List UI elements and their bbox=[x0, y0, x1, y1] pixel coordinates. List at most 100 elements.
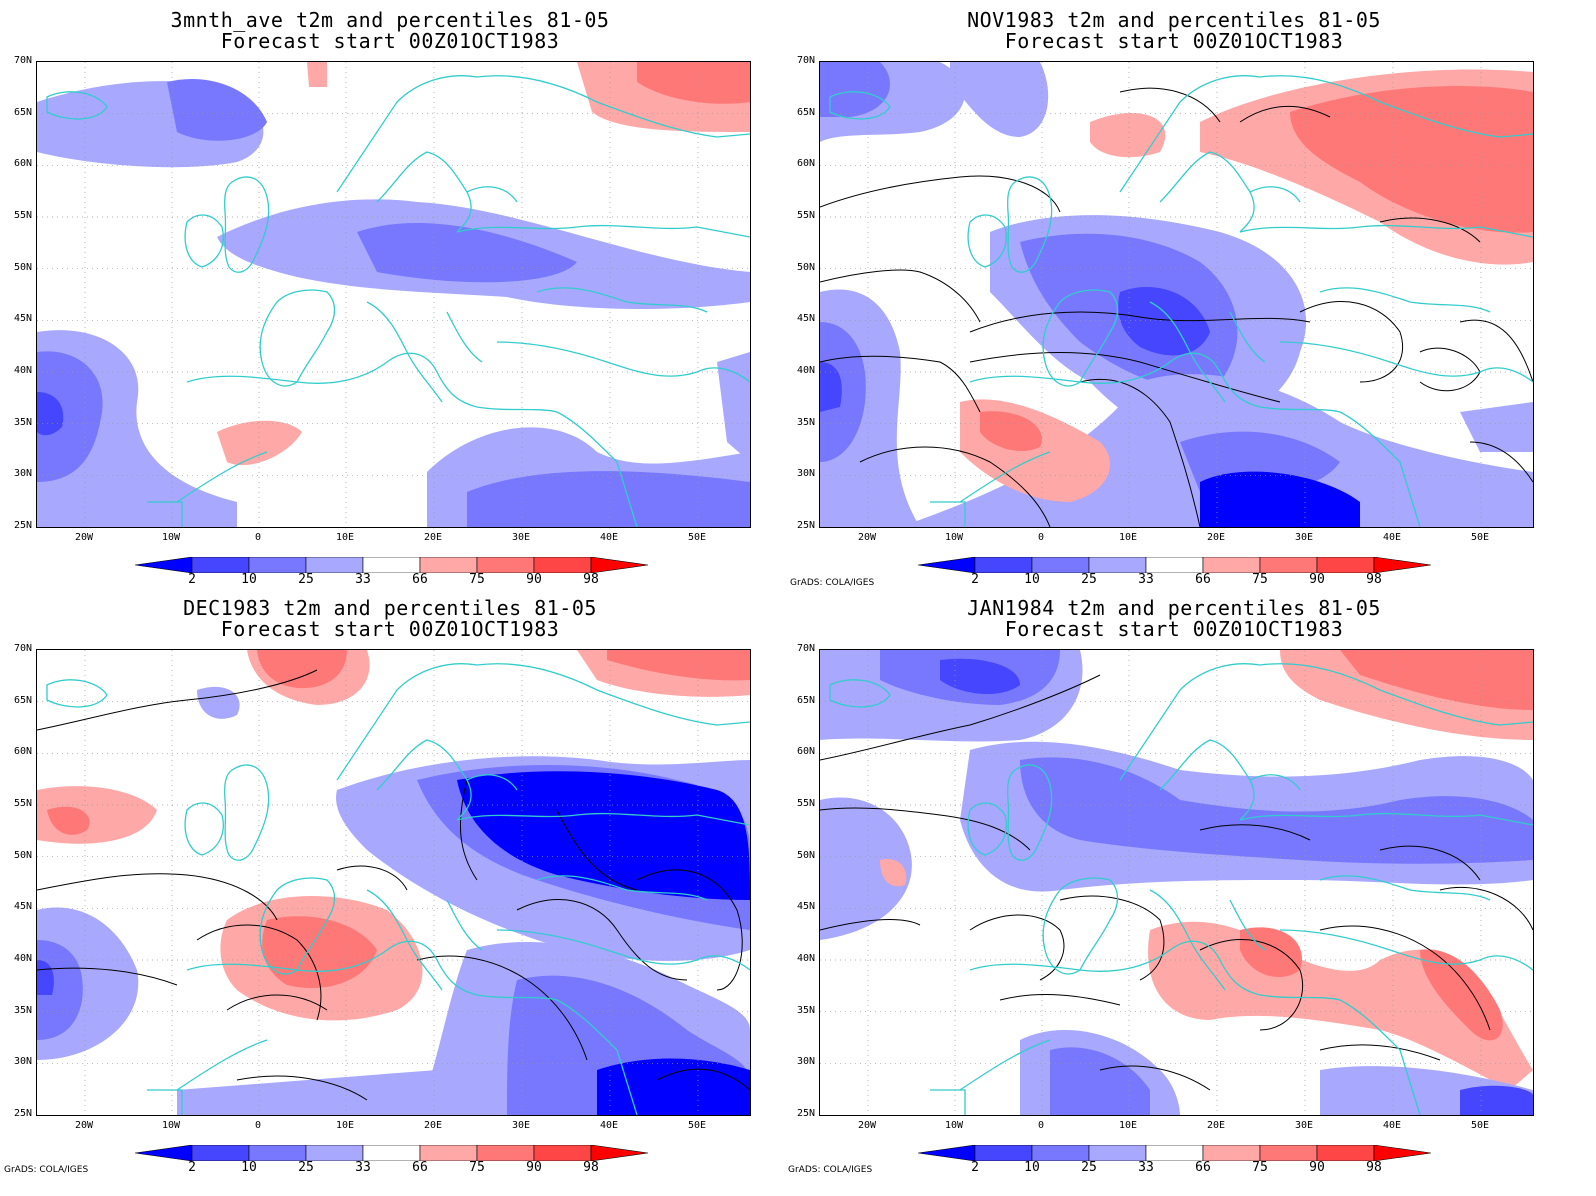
colorbar-segment bbox=[476, 1145, 535, 1161]
percentile-shading bbox=[1420, 949, 1503, 1041]
colorbar-segment bbox=[135, 1145, 193, 1161]
colorbar bbox=[918, 557, 1432, 573]
percentile-shading bbox=[880, 859, 907, 887]
lat-tick-label: 50N bbox=[13, 849, 32, 861]
colorbar-segment bbox=[1088, 557, 1147, 573]
lat-tick-label: 65N bbox=[796, 106, 815, 118]
panel-title-line2: Forecast start 00Z01OCT1983 bbox=[220, 617, 560, 641]
colorbar-label: 25 bbox=[1081, 1160, 1097, 1175]
colorbar-label: 75 bbox=[469, 1160, 485, 1175]
coastline bbox=[176, 451, 268, 503]
lon-tick-label: 20E bbox=[423, 1120, 443, 1131]
panel-title-line2: Forecast start 00Z01OCT1983 bbox=[1004, 617, 1344, 641]
percentile-shading bbox=[1240, 927, 1302, 978]
lat-tick-label: 25N bbox=[13, 1108, 32, 1119]
lon-tick-label: 10E bbox=[335, 532, 355, 543]
temperature-contour bbox=[969, 914, 1065, 981]
coastline bbox=[967, 214, 1007, 268]
temperature-contour bbox=[1199, 824, 1311, 841]
temperature-contour bbox=[969, 352, 1281, 403]
coastline bbox=[829, 91, 891, 120]
lat-tick-label: 55N bbox=[796, 210, 815, 221]
panel-title-line1: NOV1983 t2m and percentiles 81-05 bbox=[967, 8, 1381, 32]
colorbar-segment bbox=[1373, 1145, 1432, 1161]
coastline bbox=[186, 352, 638, 527]
colorbar-segment bbox=[248, 557, 307, 573]
percentile-shading bbox=[47, 806, 90, 835]
lat-tick-label: 60N bbox=[13, 746, 32, 758]
percentile-shading bbox=[1290, 86, 1533, 233]
colorbar-label: 66 bbox=[1195, 1160, 1211, 1175]
lat-tick-label: 60N bbox=[796, 746, 815, 758]
temperature-contour bbox=[636, 869, 743, 991]
coastline bbox=[147, 1089, 183, 1115]
percentile-shading bbox=[820, 797, 912, 940]
temperature-contour bbox=[1379, 845, 1481, 881]
colorbar-segment bbox=[476, 557, 535, 573]
colorbar-segment bbox=[135, 557, 193, 573]
colorbar-label: 25 bbox=[298, 572, 314, 587]
lon-tick-label: 0 bbox=[1037, 532, 1045, 543]
lat-tick-label: 30N bbox=[796, 1056, 815, 1068]
coastline bbox=[1239, 812, 1533, 826]
temperature-contour bbox=[1239, 105, 1331, 123]
colorbar-segment bbox=[1031, 1145, 1090, 1161]
colorbar-label: 66 bbox=[412, 1160, 428, 1175]
lat-tick-label: 45N bbox=[13, 313, 32, 325]
percentile-shading bbox=[597, 1058, 750, 1115]
lat-tick-label: 70N bbox=[13, 55, 32, 66]
coastline bbox=[1279, 341, 1533, 383]
panel-jan1984: JAN1984 t2m and percentiles 81-05 Foreca… bbox=[784, 596, 1564, 1186]
coastline bbox=[456, 224, 750, 238]
colorbar-label: 10 bbox=[1024, 1160, 1040, 1175]
temperature-contour bbox=[969, 311, 1311, 333]
coastline bbox=[930, 501, 966, 527]
temperature-contour bbox=[1319, 925, 1491, 1031]
map-canvas bbox=[820, 650, 1533, 1115]
lon-tick-label: 30E bbox=[1294, 1120, 1314, 1131]
lat-tick-label: 45N bbox=[13, 901, 32, 913]
coastline bbox=[967, 802, 1007, 856]
temperature-contour bbox=[336, 865, 408, 891]
colorbar bbox=[135, 1145, 649, 1161]
temperature-contour bbox=[1099, 1065, 1211, 1091]
percentile-shading bbox=[197, 686, 240, 719]
percentile-shading bbox=[217, 420, 302, 466]
lat-tick-label: 50N bbox=[796, 261, 815, 273]
temperature-contour bbox=[236, 1075, 368, 1101]
coastline bbox=[1239, 224, 1533, 238]
map-dec1983 bbox=[36, 649, 751, 1116]
coastline bbox=[224, 176, 270, 273]
colorbar-segment bbox=[1316, 557, 1375, 573]
grads-credit: GrADS: COLA/IGES bbox=[4, 1165, 89, 1175]
map-canvas bbox=[37, 650, 750, 1115]
coastline bbox=[186, 940, 638, 1115]
lon-tick-label: 20E bbox=[423, 532, 443, 543]
colorbar-segment bbox=[362, 1145, 421, 1161]
coastline bbox=[446, 899, 483, 951]
lon-tick-label: 30E bbox=[511, 1120, 531, 1131]
map-canvas bbox=[37, 62, 750, 527]
lon-tick-label: 40E bbox=[1382, 532, 1402, 543]
coastline bbox=[1042, 289, 1119, 387]
temperature-contour bbox=[1379, 217, 1481, 243]
percentile-shading bbox=[1460, 402, 1533, 452]
percentile-shading bbox=[1460, 1085, 1533, 1115]
coastline bbox=[376, 151, 472, 233]
colorbar-segment bbox=[1259, 557, 1318, 573]
temperature-contour bbox=[516, 899, 688, 981]
lat-tick-label: 70N bbox=[13, 643, 32, 654]
lat-tick-label: 30N bbox=[796, 468, 815, 480]
colorbar-label: 33 bbox=[355, 572, 371, 587]
colorbar-label: 33 bbox=[1138, 572, 1154, 587]
colorbar bbox=[918, 1145, 1432, 1161]
temperature-contour bbox=[820, 919, 921, 931]
percentile-shading bbox=[467, 471, 750, 527]
panel-title-line2: Forecast start 00Z01OCT1983 bbox=[1004, 29, 1344, 53]
colorbar-label: 25 bbox=[1081, 572, 1097, 587]
colorbar-segment bbox=[191, 1145, 250, 1161]
temperature-contour bbox=[226, 994, 328, 1011]
lon-tick-label: 0 bbox=[1037, 1120, 1045, 1131]
panel-3mnth-ave: 3mnth_ave t2m and percentiles 81-05 Fore… bbox=[0, 8, 780, 598]
lat-tick-label: 25N bbox=[13, 520, 32, 531]
